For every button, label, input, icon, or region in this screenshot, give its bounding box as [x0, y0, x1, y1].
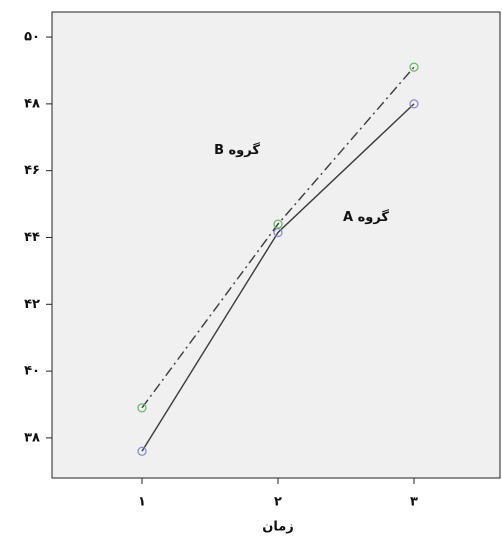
data-point: [273, 219, 283, 229]
x-tick-label: ۲: [274, 495, 282, 510]
series-line: [141, 66, 415, 409]
y-tick-label: ۴۴: [24, 230, 40, 245]
series-label: گروه A: [343, 209, 389, 225]
plot-area: [51, 11, 501, 479]
data-point: [137, 446, 147, 456]
data-point: [137, 403, 147, 413]
y-tick-label: ۵۰: [24, 30, 40, 45]
data-point: [409, 99, 419, 109]
series-line: [141, 103, 415, 452]
data-point: [409, 62, 419, 72]
x-tick-label: ۱: [138, 495, 146, 510]
y-tick-label: ۴۰: [24, 364, 40, 379]
x-axis-label: زمان: [262, 520, 294, 535]
series-label: گروه B: [214, 142, 260, 158]
y-tick-label: ۴۲: [24, 297, 40, 312]
y-tick-label: ۳۸: [24, 430, 40, 445]
x-tick-label: ۳: [410, 495, 418, 510]
y-tick-label: ۴۸: [24, 96, 40, 111]
y-tick-label: ۴۶: [24, 163, 40, 178]
